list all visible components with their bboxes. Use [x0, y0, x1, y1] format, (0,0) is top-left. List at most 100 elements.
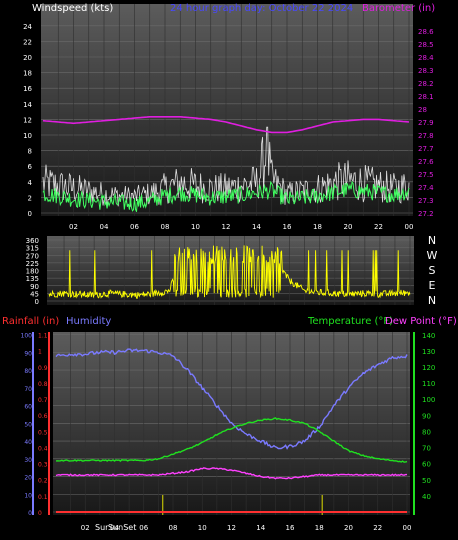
wind-tick-label: 20: [23, 54, 32, 62]
wind-x-tick-label: 00: [405, 223, 414, 231]
climate-x-tick-label: 12: [227, 524, 236, 532]
barometer-tick-label: 28.6: [418, 28, 434, 36]
wind-x-tick-label: 16: [283, 223, 292, 231]
humidity-tick-label: 100: [21, 333, 33, 340]
rainfall-tick-label: 0.6: [38, 413, 48, 420]
barometer-axis-label: Barometer (in): [362, 3, 435, 14]
compass-label: S: [429, 264, 436, 277]
barometer-tick-label: 28.1: [418, 93, 434, 101]
climate-x-tick-label: 10: [198, 524, 207, 532]
rainfall-tick-label: 0.5: [38, 429, 48, 436]
temperature-tick-label: 90: [422, 412, 431, 420]
rainfall-tick-label: 0: [38, 510, 42, 517]
humidity-axis-label: Humidity: [66, 316, 111, 327]
wind-x-tick-label: 22: [374, 223, 383, 231]
barometer-tick-label: 27.6: [418, 158, 434, 166]
series-layer: [42, 116, 411, 515]
compass-label: W: [427, 249, 438, 262]
temperature-tick-label: 140: [422, 332, 435, 340]
barometer-tick-label: 28.4: [418, 54, 434, 62]
humidity-tick-label: 90: [24, 350, 32, 357]
humidity-tick-label: 40: [24, 439, 32, 446]
barometer-tick-label: 27.7: [418, 145, 434, 153]
barometer-tick-label: 27.8: [418, 132, 434, 140]
direction-tick-label: 0: [35, 298, 39, 306]
climate-x-tick-label: 06: [139, 524, 148, 532]
temperature-tick-label: 120: [422, 364, 435, 372]
rainfall-tick-label: 0.9: [38, 365, 48, 372]
rainfall-tick-label: 0.1: [38, 494, 48, 501]
humidity-tick-label: 30: [24, 457, 32, 464]
wind-tick-label: 2: [28, 194, 32, 202]
compass-label: N: [428, 294, 436, 307]
temperature-series: [55, 417, 408, 463]
wind-x-tick-label: 10: [191, 223, 200, 231]
humidity-tick-label: 50: [24, 421, 32, 428]
humidity-series: [55, 348, 408, 450]
barometer-series: [42, 116, 410, 134]
temperature-tick-label: 50: [422, 477, 431, 485]
sunset-label: SunSet: [108, 523, 136, 532]
climate-x-tick-label: 02: [81, 524, 90, 532]
direction-tick-label: 90: [30, 283, 39, 291]
humidity-tick-label: 0: [28, 510, 32, 517]
climate-x-tick-label: 22: [373, 524, 382, 532]
humidity-tick-label: 70: [24, 386, 32, 393]
chart-title: 24 hour graph day: October 22 2024: [170, 3, 353, 14]
wind-tick-label: 12: [23, 116, 32, 124]
dew-point-axis-label: Dew Point (°F): [385, 316, 457, 327]
compass-label: N: [428, 234, 436, 247]
humidity-tick-label: 10: [24, 492, 32, 499]
barometer-tick-label: 27.4: [418, 184, 434, 192]
barometer-tick-label: 27.9: [418, 119, 434, 127]
climate-x-tick-label: 14: [256, 524, 265, 532]
direction-tick-label: 180: [26, 268, 39, 276]
rainfall-tick-label: 0.8: [38, 381, 48, 388]
rainfall-tick-label: 1: [38, 349, 42, 356]
wind-x-tick-label: 02: [69, 223, 78, 231]
axis-layer: 02468101214161820222427.227.327.427.527.…: [21, 23, 438, 532]
temperature-tick-label: 70: [422, 445, 431, 453]
wind-x-tick-label: 08: [161, 223, 170, 231]
wind-tick-label: 0: [28, 210, 32, 218]
wind-tick-label: 8: [28, 148, 32, 156]
wind-tick-label: 4: [28, 179, 33, 187]
barometer-tick-label: 28: [418, 106, 427, 114]
wind-panel-bg: [41, 4, 413, 216]
compass-label: E: [429, 279, 436, 292]
barometer-tick-label: 27.3: [418, 197, 434, 205]
rainfall-tick-label: 0.7: [38, 397, 48, 404]
wind-x-tick-label: 20: [344, 223, 353, 231]
rainfall-tick-label: 1.1: [38, 333, 48, 340]
barometer-tick-label: 27.2: [418, 210, 434, 218]
temperature-tick-label: 40: [422, 493, 431, 501]
direction-tick-label: 360: [26, 237, 39, 245]
direction-tick-label: 135: [26, 275, 39, 283]
wind-x-tick-label: 14: [252, 223, 261, 231]
climate-x-tick-label: 04: [110, 524, 119, 532]
wind-x-tick-label: 12: [222, 223, 231, 231]
wind-tick-label: 16: [23, 85, 32, 93]
wind-tick-label: 6: [28, 163, 33, 171]
direction-tick-label: 225: [26, 260, 39, 268]
rainfall-tick-label: 0.4: [38, 445, 48, 452]
climate-x-tick-label: 00: [403, 524, 412, 532]
temperature-tick-label: 130: [422, 348, 435, 356]
climate-x-tick-label: 18: [315, 524, 324, 532]
wind-x-tick-label: 18: [313, 223, 322, 231]
wind-tick-label: 24: [23, 23, 32, 31]
wind-x-tick-label: 06: [130, 223, 139, 231]
barometer-tick-label: 28.3: [418, 67, 434, 75]
humidity-tick-label: 80: [24, 368, 32, 375]
wind-tick-label: 22: [23, 38, 32, 46]
humidity-tick-label: 60: [24, 404, 32, 411]
climate-x-tick-label: 20: [344, 524, 353, 532]
humidity-tick-label: 20: [24, 475, 32, 482]
barometer-tick-label: 27.5: [418, 171, 434, 179]
temperature-tick-label: 100: [422, 396, 435, 404]
temperature-tick-label: 60: [422, 461, 431, 469]
wind-x-tick-label: 04: [100, 223, 109, 231]
barometer-tick-label: 28.5: [418, 41, 434, 49]
wind-tick-label: 10: [23, 132, 32, 140]
